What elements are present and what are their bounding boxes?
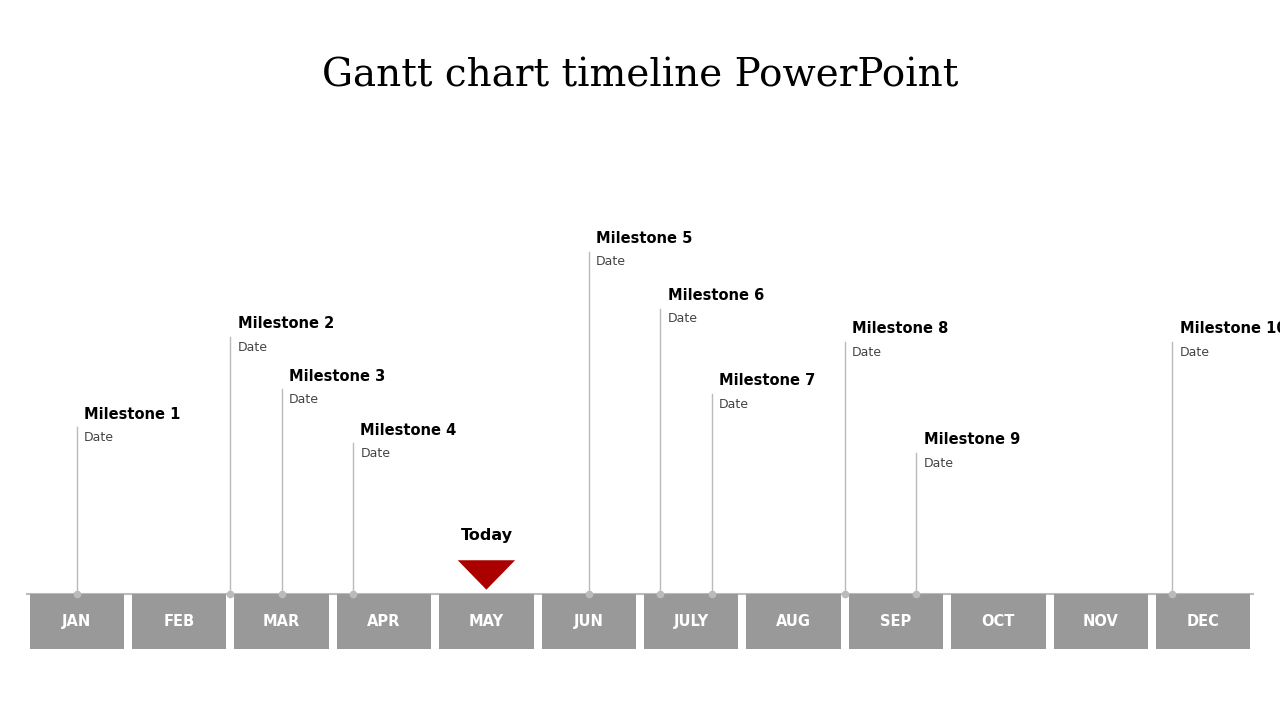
Text: Date: Date xyxy=(852,346,882,359)
Text: MAY: MAY xyxy=(468,613,504,629)
Bar xyxy=(644,593,739,649)
Bar xyxy=(439,593,534,649)
Text: MAR: MAR xyxy=(262,613,301,629)
Text: Date: Date xyxy=(238,341,268,354)
Text: JUN: JUN xyxy=(573,613,604,629)
Text: Date: Date xyxy=(719,397,749,411)
Bar xyxy=(541,593,636,649)
Text: Date: Date xyxy=(1180,346,1210,359)
Bar xyxy=(849,593,943,649)
Text: Milestone 10: Milestone 10 xyxy=(1180,321,1280,336)
Text: Date: Date xyxy=(924,456,954,469)
Bar xyxy=(951,593,1046,649)
Text: Date: Date xyxy=(289,393,319,406)
Text: Milestone 6: Milestone 6 xyxy=(668,288,764,303)
Text: Milestone 9: Milestone 9 xyxy=(924,432,1020,447)
Text: APR: APR xyxy=(367,613,401,629)
Text: SEP: SEP xyxy=(881,613,911,629)
Bar xyxy=(1053,593,1148,649)
Bar xyxy=(29,593,124,649)
Text: Milestone 2: Milestone 2 xyxy=(238,316,334,331)
Text: OCT: OCT xyxy=(982,613,1015,629)
Text: Gantt chart timeline PowerPoint: Gantt chart timeline PowerPoint xyxy=(321,58,959,95)
Text: Milestone 8: Milestone 8 xyxy=(852,321,948,336)
Text: DEC: DEC xyxy=(1187,613,1220,629)
Polygon shape xyxy=(458,560,515,590)
Text: JULY: JULY xyxy=(673,613,709,629)
Text: JAN: JAN xyxy=(63,613,91,629)
Text: Milestone 7: Milestone 7 xyxy=(719,373,815,388)
Text: Milestone 1: Milestone 1 xyxy=(84,407,180,421)
Text: FEB: FEB xyxy=(164,613,195,629)
Text: AUG: AUG xyxy=(776,613,812,629)
Text: Date: Date xyxy=(361,447,390,460)
Bar xyxy=(234,593,329,649)
Text: Milestone 5: Milestone 5 xyxy=(596,231,692,246)
Bar xyxy=(746,593,841,649)
Text: Date: Date xyxy=(84,431,114,444)
Bar xyxy=(1156,593,1251,649)
Bar xyxy=(337,593,431,649)
Text: Today: Today xyxy=(461,528,512,543)
Text: Date: Date xyxy=(668,312,698,325)
Text: Milestone 4: Milestone 4 xyxy=(361,423,457,438)
Text: Date: Date xyxy=(596,256,626,269)
Text: NOV: NOV xyxy=(1083,613,1119,629)
Bar xyxy=(132,593,227,649)
Text: Milestone 3: Milestone 3 xyxy=(289,369,385,384)
